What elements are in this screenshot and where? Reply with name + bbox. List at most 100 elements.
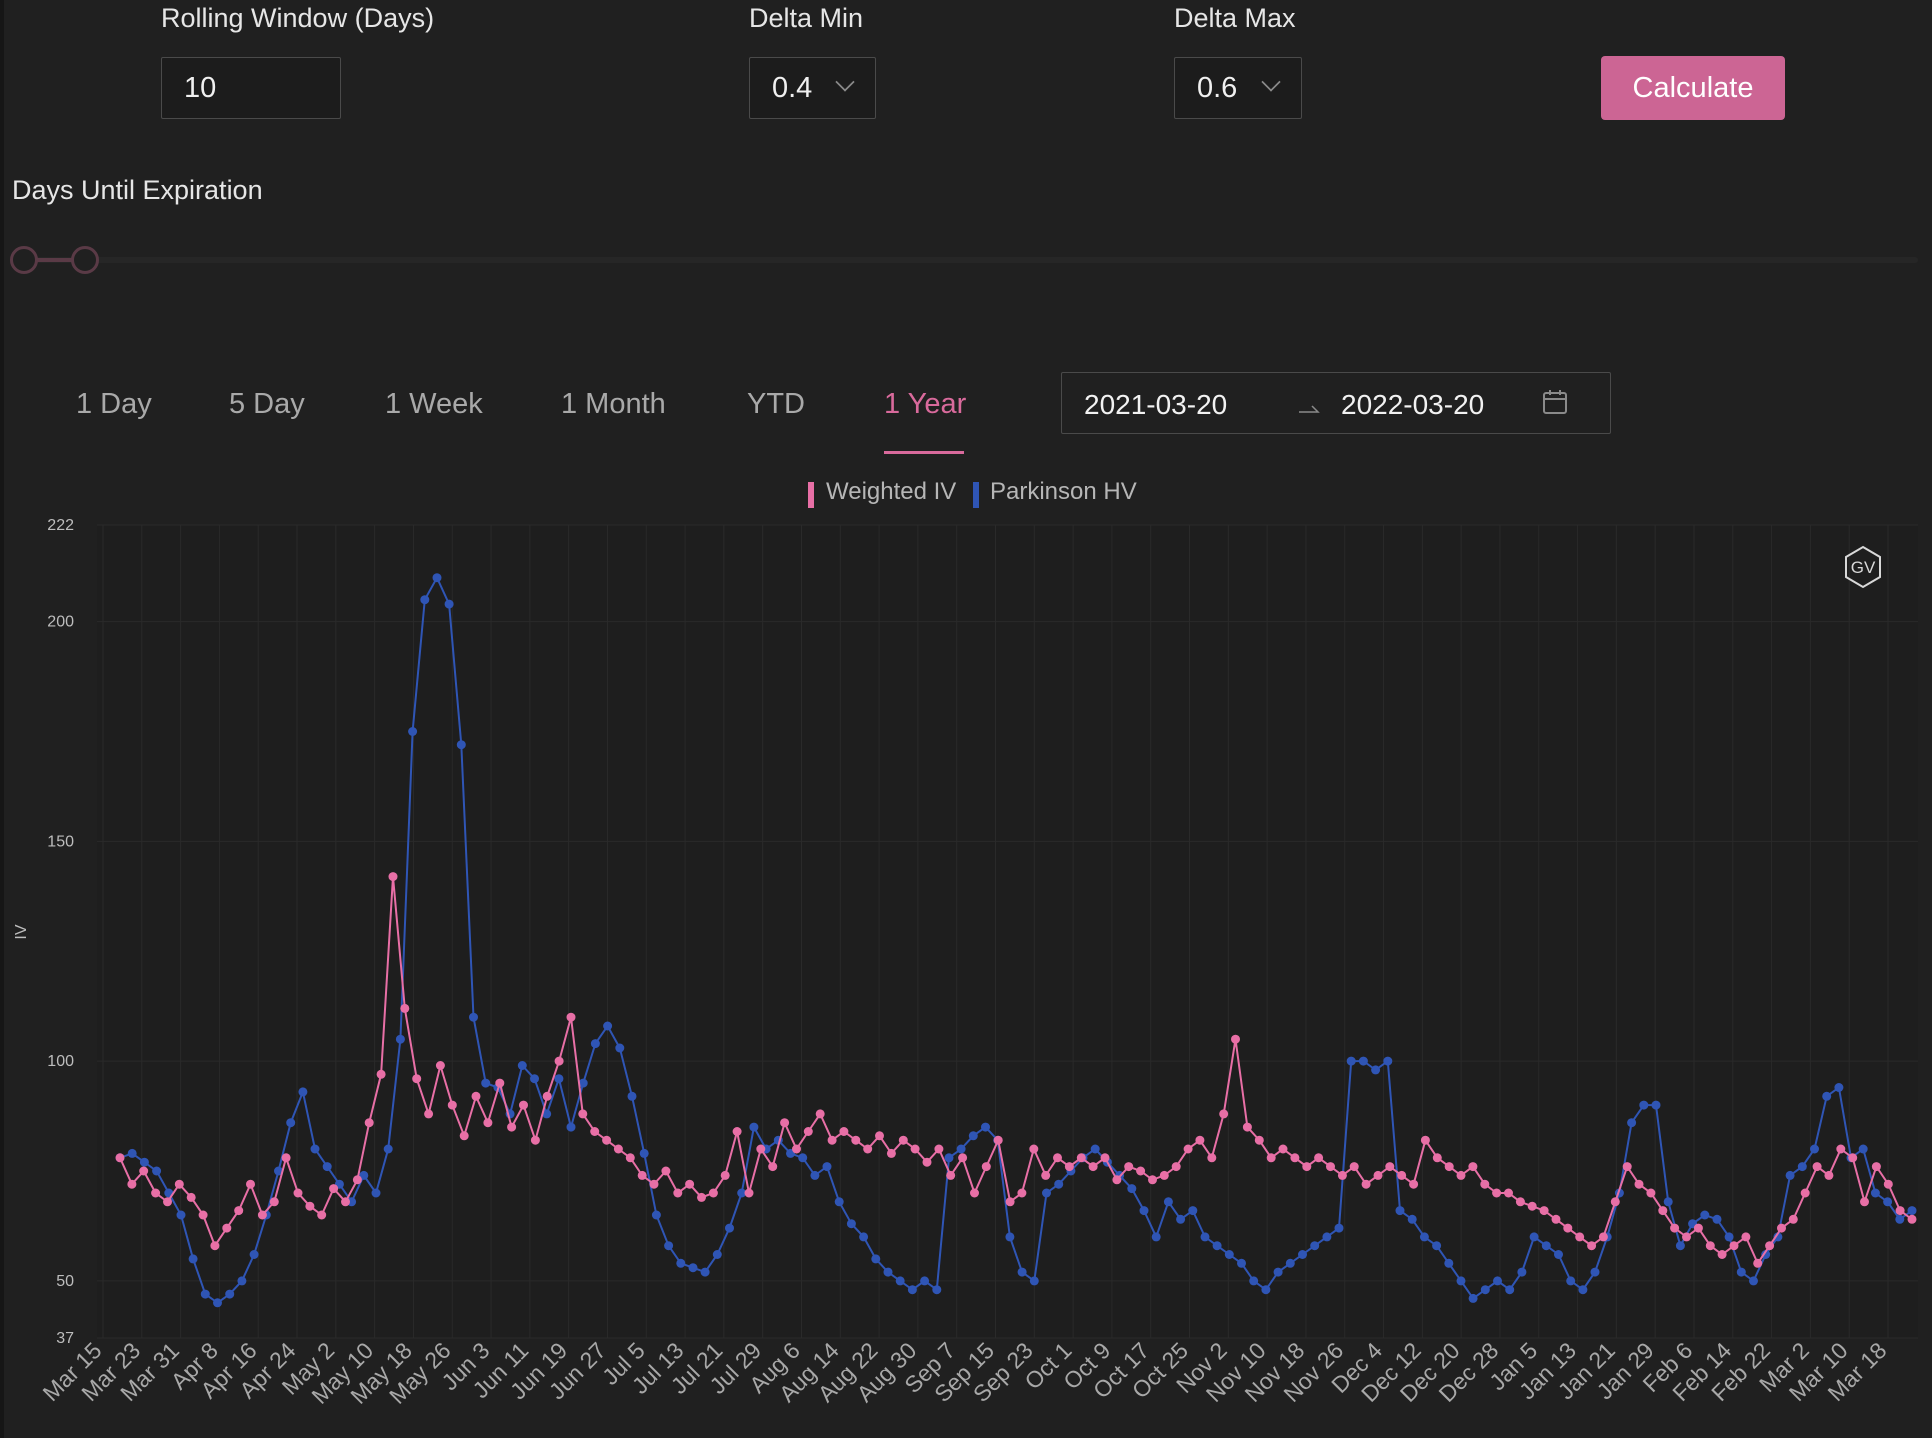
- data-point: [359, 1170, 369, 1180]
- data-point: [697, 1192, 706, 1202]
- data-point: [1724, 1232, 1734, 1242]
- tab-ytd[interactable]: YTD: [747, 388, 805, 420]
- data-point: [815, 1109, 825, 1119]
- calculate-button[interactable]: Calculate: [1601, 56, 1785, 120]
- data-point: [1151, 1232, 1161, 1242]
- data-point: [519, 1100, 528, 1110]
- data-point: [664, 1241, 674, 1251]
- data-point: [1090, 1144, 1100, 1154]
- tab-1-week[interactable]: 1 Week: [385, 388, 483, 420]
- rolling-window-input-box[interactable]: [161, 57, 341, 119]
- data-point: [1444, 1162, 1454, 1172]
- tab-5-day[interactable]: 5 Day: [229, 388, 305, 420]
- calendar-icon[interactable]: [1542, 389, 1568, 415]
- expiration-slider-max-handle[interactable]: [71, 246, 99, 274]
- data-point: [910, 1144, 920, 1154]
- data-point: [637, 1170, 647, 1180]
- tab-1-year[interactable]: 1 Year: [884, 388, 967, 420]
- data-point: [281, 1153, 291, 1163]
- data-point: [1041, 1170, 1051, 1180]
- tab-1-month[interactable]: 1 Month: [561, 388, 666, 420]
- data-point: [613, 1144, 623, 1154]
- data-point: [257, 1210, 267, 1220]
- data-point: [1054, 1179, 1064, 1189]
- data-point: [1883, 1179, 1893, 1189]
- data-point: [225, 1289, 235, 1299]
- data-point: [246, 1179, 255, 1189]
- weighted-iv-legend-label[interactable]: Weighted IV: [826, 478, 957, 505]
- data-point: [152, 1166, 162, 1176]
- data-point: [1480, 1179, 1490, 1189]
- data-point: [1515, 1197, 1525, 1207]
- data-point: [1334, 1223, 1344, 1233]
- data-point: [970, 1188, 979, 1198]
- data-point: [1088, 1162, 1098, 1172]
- delta-min-select[interactable]: 0.4: [749, 57, 876, 119]
- date-range-picker[interactable]: 2021-03-20 2022-03-20: [1061, 372, 1611, 434]
- data-point: [712, 1250, 722, 1259]
- data-point: [1773, 1232, 1783, 1242]
- data-point: [469, 1012, 478, 1022]
- data-point: [139, 1166, 149, 1176]
- data-point: [768, 1162, 778, 1172]
- data-point: [1765, 1241, 1775, 1251]
- data-point: [566, 1012, 576, 1022]
- chevron-down-icon: [1261, 72, 1281, 92]
- data-point: [1397, 1170, 1407, 1180]
- data-point: [685, 1179, 695, 1189]
- data-point: [1712, 1214, 1722, 1224]
- expiration-slider-range: [24, 258, 84, 262]
- data-point: [341, 1197, 350, 1207]
- y-tick-label: 100: [47, 1053, 74, 1070]
- end-date-input[interactable]: 2022-03-20: [1341, 389, 1485, 420]
- data-point: [1176, 1214, 1186, 1224]
- data-point: [1646, 1188, 1656, 1198]
- data-point: [1895, 1214, 1905, 1224]
- data-point: [1563, 1223, 1573, 1233]
- data-point: [907, 1285, 917, 1295]
- data-point: [1658, 1206, 1668, 1216]
- data-point: [1749, 1276, 1758, 1286]
- data-point: [1566, 1276, 1576, 1286]
- data-point: [1029, 1144, 1039, 1154]
- data-point: [1053, 1153, 1062, 1163]
- data-point: [1124, 1162, 1134, 1172]
- weighted-iv-legend-swatch: [808, 482, 814, 508]
- y-axis-label: IV: [13, 924, 30, 939]
- data-point: [186, 1192, 196, 1202]
- data-point: [298, 1087, 308, 1097]
- rolling-window-input[interactable]: [162, 71, 340, 105]
- parkinson-hv-legend-label[interactable]: Parkinson HV: [990, 478, 1137, 505]
- data-point: [210, 1241, 220, 1251]
- data-point: [1517, 1267, 1527, 1277]
- gv-logo-icon: GV: [1845, 545, 1881, 589]
- data-point: [1705, 1241, 1715, 1251]
- data-point: [846, 1219, 856, 1229]
- delta-max-label: Delta Max: [1174, 3, 1296, 33]
- data-point: [1337, 1170, 1347, 1180]
- data-point: [1541, 1241, 1551, 1251]
- data-point: [447, 1100, 457, 1110]
- data-point: [1420, 1135, 1430, 1145]
- data-point: [1598, 1232, 1608, 1242]
- data-point: [981, 1122, 990, 1132]
- expiration-slider-min-handle[interactable]: [10, 246, 38, 274]
- data-point: [886, 1148, 896, 1158]
- data-point: [517, 1061, 527, 1070]
- expiration-slider-track[interactable]: [14, 257, 1918, 263]
- y-tick-label: 150: [47, 833, 74, 850]
- data-point: [1349, 1162, 1359, 1172]
- delta-max-select[interactable]: 0.6: [1174, 57, 1302, 119]
- data-point: [590, 1127, 600, 1136]
- data-point: [1456, 1170, 1466, 1180]
- y-tick-label: 200: [47, 614, 74, 631]
- data-point: [376, 1069, 386, 1079]
- data-point: [744, 1188, 754, 1198]
- data-point: [1231, 1034, 1240, 1044]
- data-point: [1610, 1197, 1620, 1207]
- data-point: [895, 1276, 905, 1286]
- data-point: [732, 1127, 742, 1136]
- data-point: [1870, 1188, 1880, 1198]
- tab-1-day[interactable]: 1 Day: [76, 388, 152, 420]
- start-date-input[interactable]: 2021-03-20: [1084, 389, 1228, 420]
